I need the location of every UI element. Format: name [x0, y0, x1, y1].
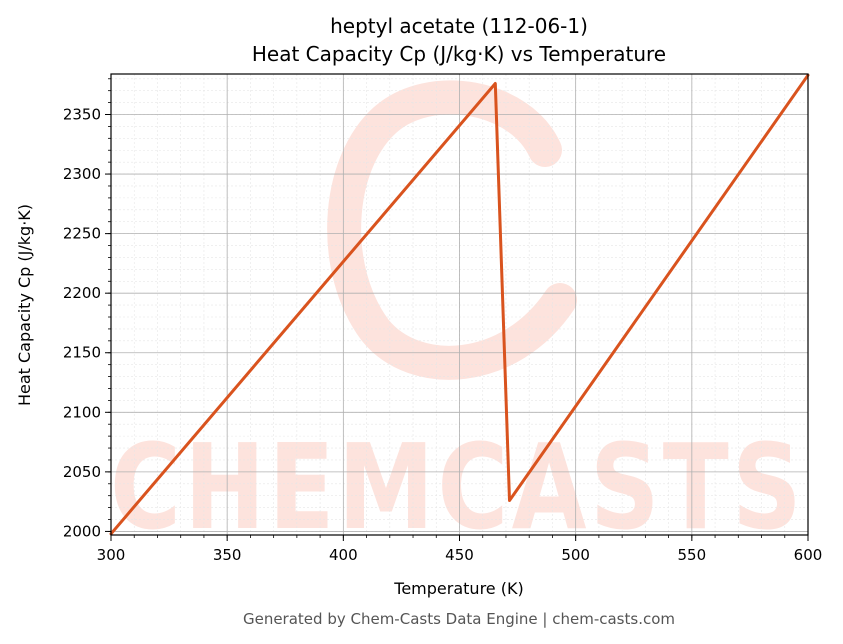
- watermark-text: CHEMCASTS: [110, 418, 805, 556]
- y-tick-label: 2050: [63, 463, 101, 481]
- y-tick-label: 2300: [63, 165, 101, 183]
- watermark: CHEMCASTS: [110, 80, 805, 556]
- y-tick-label: 2150: [63, 344, 101, 362]
- x-tick-label: 300: [97, 546, 126, 564]
- footer-credit: Generated by Chem-Casts Data Engine | ch…: [243, 610, 675, 628]
- y-tick-label: 2250: [63, 225, 101, 243]
- major-grid: [110, 74, 809, 535]
- axis-ticks: [105, 78, 809, 541]
- y-tick-label: 2000: [63, 522, 101, 540]
- x-tick-label: 550: [678, 546, 707, 564]
- y-tick-label: 2200: [63, 284, 101, 302]
- chart-title: heptyl acetate (112-06-1): [330, 14, 588, 38]
- y-tick-label: 2100: [63, 403, 101, 421]
- x-tick-label: 500: [561, 546, 590, 564]
- x-axis-label: Temperature (K): [393, 579, 523, 598]
- chart-subtitle: Heat Capacity Cp (J/kg·K) vs Temperature: [252, 42, 666, 66]
- series-layer: [109, 73, 810, 536]
- y-axis-label: Heat Capacity Cp (J/kg·K): [15, 204, 34, 406]
- x-tick-label: 600: [794, 546, 823, 564]
- x-tick-label: 400: [329, 546, 358, 564]
- series-line: [109, 73, 810, 536]
- watermark-logo-arc: [327, 80, 577, 380]
- y-tick-label: 2350: [63, 106, 101, 124]
- x-tick-labels: 300 350 400 450 500 550 600: [97, 546, 823, 564]
- y-tick-labels: 2000 2050 2100 2150 2200 2250 2300 2350: [63, 106, 101, 541]
- x-tick-label: 450: [445, 546, 474, 564]
- x-tick-label: 350: [213, 546, 242, 564]
